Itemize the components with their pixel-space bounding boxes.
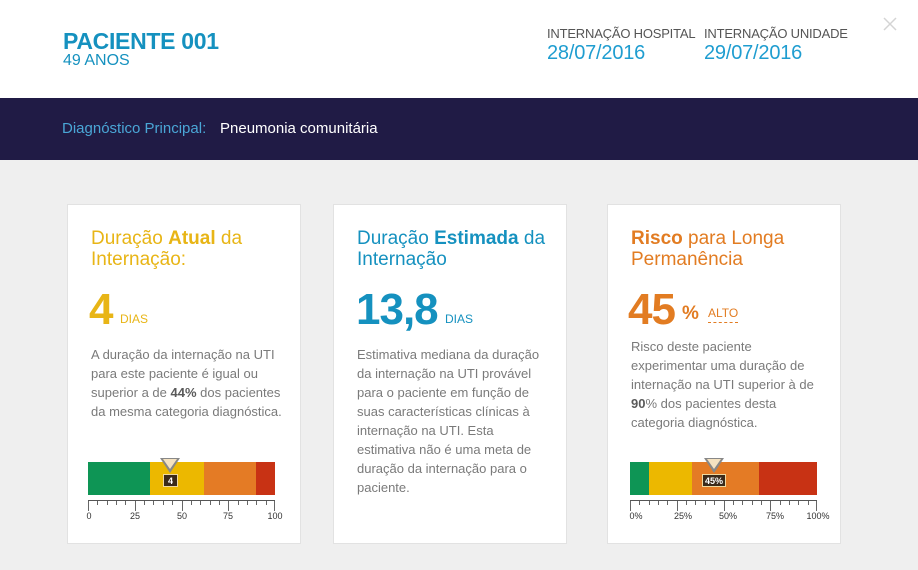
hospital-admission-label: INTERNAÇÃO HOSPITAL bbox=[547, 26, 696, 41]
diagnosis-value: Pneumonia comunitária bbox=[220, 120, 378, 137]
gauge-segment-green bbox=[88, 462, 150, 495]
hospital-admission: INTERNAÇÃO HOSPITAL 28/07/2016 bbox=[547, 26, 696, 65]
axis-tick-label: 100 bbox=[267, 511, 283, 521]
axis-tick-label: 50 bbox=[176, 511, 188, 521]
axis-tick-label: 25 bbox=[129, 511, 141, 521]
axis-tick-label: 75% bbox=[765, 511, 785, 521]
axis-tick-label: 0 bbox=[86, 511, 92, 521]
percent-sign: % bbox=[682, 303, 699, 324]
duration-unit: DIAS bbox=[120, 312, 149, 326]
duration-gauge bbox=[88, 462, 275, 495]
patient-age: 49 ANOS bbox=[63, 52, 130, 69]
card-title: Duração Atual da Internação: bbox=[91, 228, 243, 270]
risk-level-badge[interactable]: ALTO bbox=[708, 306, 739, 323]
estimated-duration-value: 13,8 bbox=[356, 285, 439, 334]
gauge-segment-yellow bbox=[648, 462, 692, 495]
estimated-duration-card: Duração Estimada da Internação 13,8 DIAS… bbox=[333, 204, 567, 544]
patient-header: PACIENTE 001 49 ANOS INTERNAÇÃO HOSPITAL… bbox=[0, 0, 918, 98]
gauge-marker-fill bbox=[707, 459, 721, 469]
card-description: Risco deste paciente experimentar uma du… bbox=[631, 339, 814, 430]
unit-admission: INTERNAÇÃO UNIDADE 29/07/2016 bbox=[704, 26, 848, 65]
unit-admission-date: 29/07/2016 bbox=[704, 42, 803, 64]
card-title: Risco para Longa Permanência bbox=[631, 228, 785, 270]
close-button[interactable] bbox=[880, 14, 900, 34]
gauge-marker-label: 45% bbox=[702, 474, 726, 487]
gauge-segment-red bbox=[256, 462, 275, 495]
long-stay-risk-card: Risco para Longa Permanência 45 % ALTO R… bbox=[607, 204, 841, 544]
current-duration-value: 4 bbox=[89, 285, 114, 334]
axis-tick-label: 0% bbox=[629, 511, 643, 521]
close-icon bbox=[883, 17, 897, 31]
axis-tick-label: 100% bbox=[806, 511, 830, 521]
axis-tick-label: 25% bbox=[673, 511, 693, 521]
diagnosis-bar: Diagnóstico Principal: Pneumonia comunit… bbox=[0, 98, 918, 160]
card-title: Duração Estimada da Internação bbox=[357, 228, 546, 270]
gauge-segment-orange bbox=[203, 462, 257, 495]
card-description: A duração da internação na UTI para este… bbox=[91, 347, 282, 419]
gauge-axis bbox=[88, 500, 275, 511]
patient-name: PACIENTE 001 bbox=[63, 28, 219, 54]
duration-unit: DIAS bbox=[445, 312, 474, 326]
gauge-marker-label: 4 bbox=[163, 474, 178, 487]
axis-tick-label: 50% bbox=[718, 511, 738, 521]
gauge-segment-red bbox=[759, 462, 817, 495]
diagnosis-label: Diagnóstico Principal: bbox=[62, 120, 207, 137]
unit-admission-label: INTERNAÇÃO UNIDADE bbox=[704, 26, 848, 41]
gauge-axis bbox=[630, 500, 817, 511]
card-description: Estimativa mediana da duração da interna… bbox=[357, 347, 540, 495]
gauge-marker-fill bbox=[163, 459, 177, 469]
current-duration-card: Duração Atual da Internação: 4 DIAS A du… bbox=[67, 204, 301, 544]
hospital-admission-date: 28/07/2016 bbox=[547, 42, 646, 64]
gauge-segment-green bbox=[630, 462, 649, 495]
risk-value: 45 bbox=[628, 285, 676, 334]
axis-tick-label: 75 bbox=[222, 511, 234, 521]
